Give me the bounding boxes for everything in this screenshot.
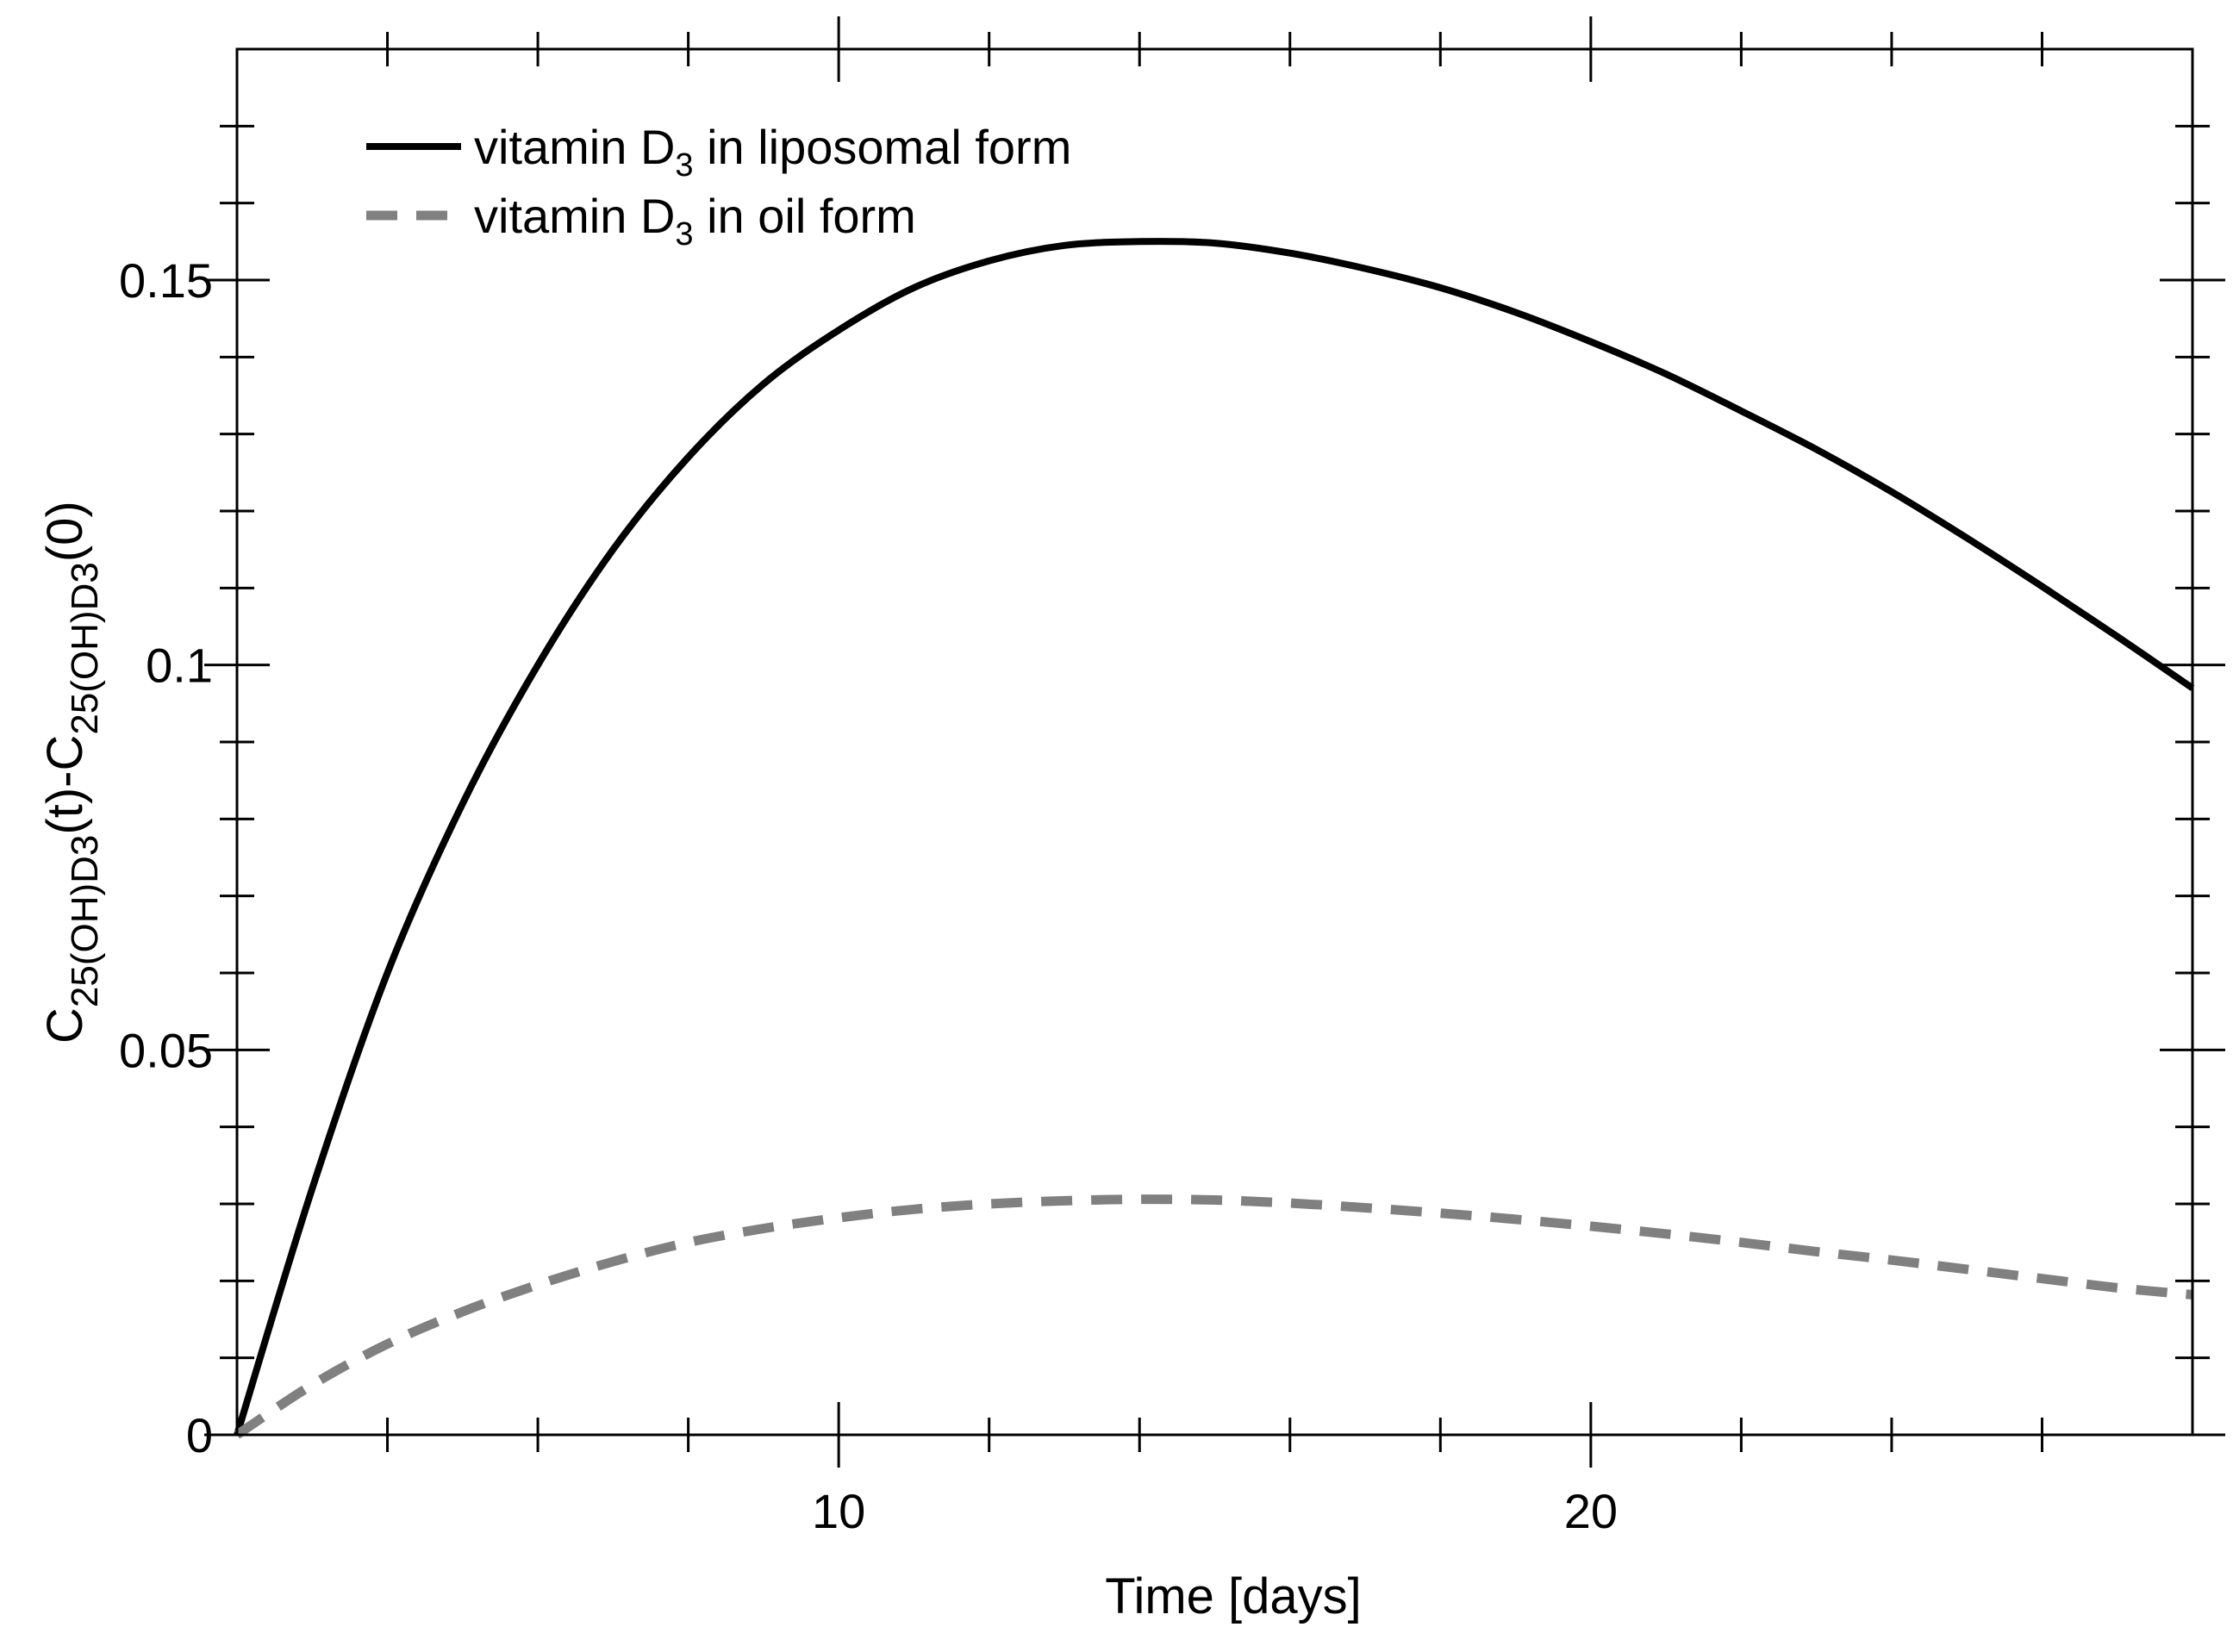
tick-labels: 10 20 0 0.05 0.1 0.15 [119, 253, 1618, 1538]
y-tick-label: 0 [186, 1408, 213, 1462]
legend-label: vitamin D3 in liposomal form [474, 120, 1071, 184]
series-layer [234, 238, 2195, 1439]
y-axis-label: C25(OH)D3(t)-C25(OH)D3(0) [37, 501, 106, 1044]
plot-frame [235, 47, 2194, 1437]
y-axis-label-text: C25(OH)D3(t)-C25(OH)D3(0) [37, 501, 106, 1044]
x-axis-label: Time [days] [1105, 1568, 1362, 1624]
series-liposomal-line [234, 238, 2195, 1437]
y-tick-label: 0.05 [119, 1023, 213, 1077]
y-tick-label: 0.15 [119, 253, 213, 308]
y-tick-label: 0.1 [146, 639, 213, 693]
legend-label: vitamin D3 in oil form [474, 189, 916, 252]
legend-entry-liposomal: vitamin D3 in liposomal form [366, 120, 1071, 184]
series-oil-line [234, 1194, 2193, 1439]
x-tick-label: 20 [1564, 1484, 1618, 1538]
legend-entry-oil: vitamin D3 in oil form [366, 189, 916, 252]
x-tick-label: 10 [812, 1484, 865, 1538]
